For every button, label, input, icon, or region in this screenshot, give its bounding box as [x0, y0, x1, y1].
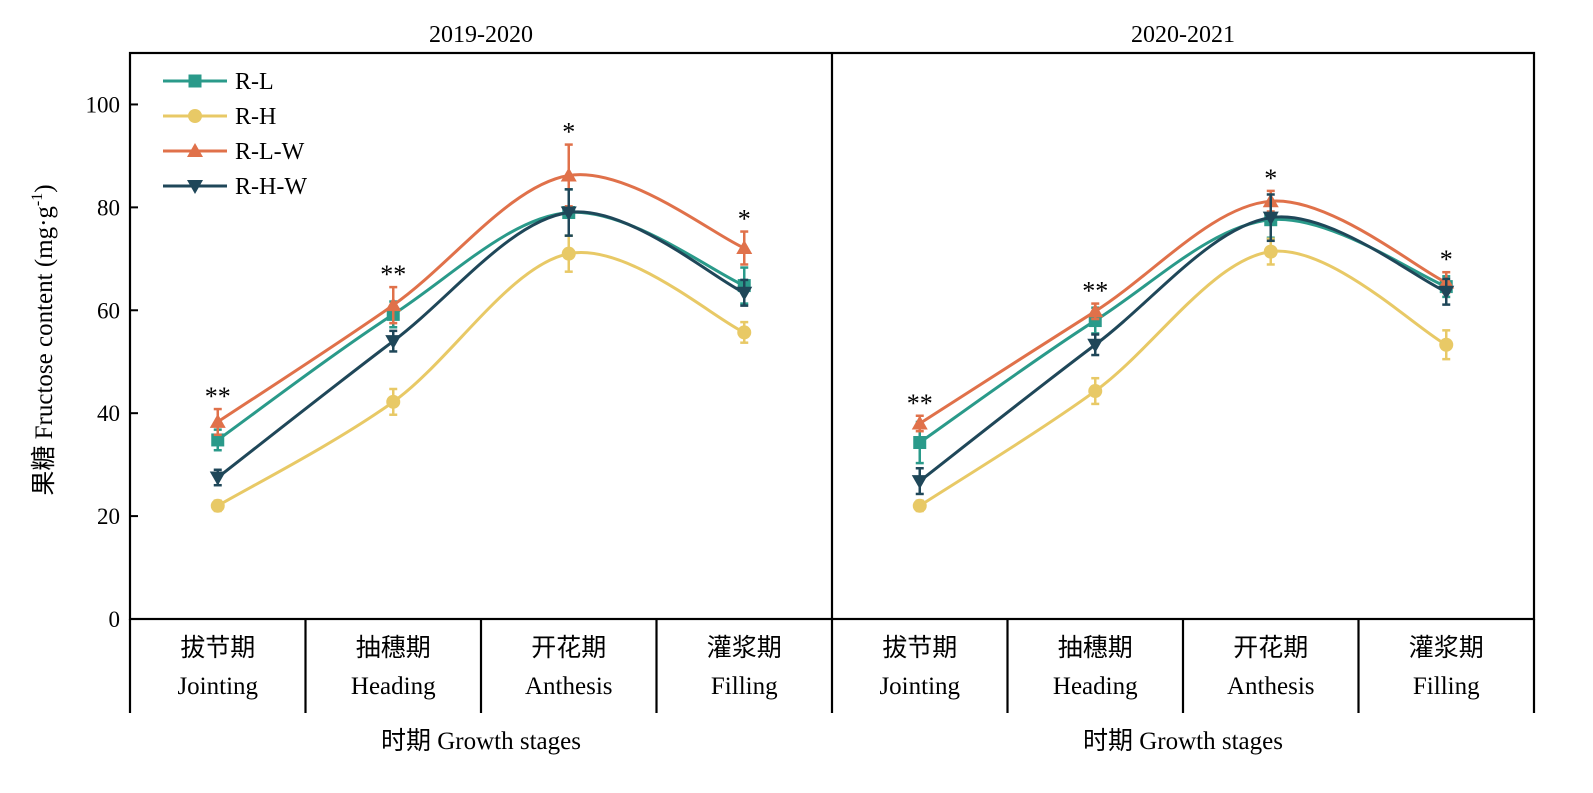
- y-tick-label: 80: [97, 195, 120, 220]
- stage-label-en: Heading: [351, 673, 436, 700]
- data-point: [1088, 384, 1103, 399]
- legend-label: R-H: [235, 104, 276, 130]
- data-point: [211, 433, 225, 447]
- significance-label: *: [1264, 164, 1277, 193]
- significance-label: **: [205, 382, 231, 411]
- stage-label-zh: 灌浆期: [707, 633, 782, 662]
- stage-label-zh: 灌浆期: [1409, 633, 1484, 662]
- text-layer: 0 20 40 60 80 100 果糖 Fructose content (mg·g-1)…: [29, 22, 1484, 755]
- stage-label-en: Jointing: [177, 673, 258, 700]
- data-point: [561, 246, 576, 261]
- y-tick-label: 20: [97, 504, 120, 529]
- y-axis-title: 果糖 Fructose content (mg·g-1): [29, 184, 58, 495]
- axes: [130, 103, 138, 620]
- data-point: [736, 286, 753, 301]
- legend-marker: [188, 109, 202, 123]
- data-point: [913, 436, 927, 450]
- series-line: [918, 249, 1447, 508]
- data-point: [209, 471, 226, 486]
- data-point: [1439, 337, 1454, 352]
- stage-label-en: Jointing: [879, 673, 960, 700]
- legend-label: R-L: [235, 69, 274, 95]
- data-point: [385, 335, 402, 350]
- data-point: [911, 475, 928, 490]
- legend-label: R-L-W: [235, 139, 305, 165]
- significance-label: *: [1440, 245, 1453, 274]
- stage-label-en: Filling: [1413, 673, 1480, 700]
- x-axis-title: 时期 Growth stages: [381, 727, 581, 755]
- stage-label-zh: 拔节期: [180, 633, 255, 662]
- data-point: [912, 498, 927, 513]
- data-point: [1263, 244, 1278, 259]
- series-line: [918, 215, 1447, 483]
- series-line: [216, 210, 745, 442]
- stage-label-en: Filling: [711, 673, 778, 700]
- stage-label-zh: 开花期: [1233, 633, 1308, 662]
- data-point: [911, 415, 928, 430]
- significance-label: *: [738, 205, 751, 234]
- y-axis-title-main: 果糖 Fructose content (mg·g: [30, 206, 58, 496]
- significance-label: **: [907, 389, 933, 418]
- stage-label-en: Heading: [1053, 673, 1138, 700]
- stage-label-zh: 拔节期: [882, 633, 957, 662]
- series-line: [216, 250, 745, 508]
- y-axis-title-superscript: -1: [29, 193, 46, 206]
- y-tick-label: 40: [97, 401, 120, 426]
- panel-data: [911, 189, 1455, 513]
- data-layer: [209, 143, 1455, 513]
- significance-label: **: [1082, 277, 1108, 306]
- data-point: [210, 498, 225, 513]
- stage-label-zh: 抽穗期: [1058, 633, 1133, 662]
- x-axis-title: 时期 Growth stages: [1083, 727, 1283, 755]
- data-point: [560, 167, 577, 182]
- panel-data: [209, 143, 753, 513]
- panel-title: 2019-2020: [429, 22, 533, 48]
- y-tick-label: 0: [109, 607, 121, 632]
- legend-label: R-H-W: [235, 174, 307, 200]
- legend-marker: [187, 180, 203, 194]
- y-axis-title-end: ): [31, 184, 58, 192]
- data-point: [209, 413, 226, 428]
- series-line: [918, 217, 1447, 444]
- y-tick-label: 100: [86, 92, 121, 117]
- data-point: [1087, 338, 1104, 353]
- y-tick-label: 60: [97, 298, 120, 323]
- legend-marker: [187, 143, 203, 157]
- legend-marker: [188, 74, 202, 88]
- chart-frame: [128, 51, 1536, 713]
- data-point: [1088, 314, 1102, 328]
- data-point: [737, 325, 752, 340]
- series-line: [216, 210, 745, 479]
- panel-title: 2020-2021: [1131, 22, 1235, 48]
- data-point: [386, 394, 401, 409]
- significance-label: *: [562, 118, 575, 147]
- stage-label-zh: 开花期: [531, 633, 606, 662]
- data-point: [385, 297, 402, 312]
- data-point: [560, 206, 577, 221]
- data-point: [1087, 303, 1104, 318]
- legend: R-L R-H R-L-W R-H-W: [163, 69, 307, 200]
- data-point: [1438, 285, 1455, 300]
- significance-label: **: [380, 260, 406, 289]
- stage-label-en: Anthesis: [525, 673, 613, 700]
- data-point: [1262, 211, 1279, 226]
- stage-label-en: Anthesis: [1227, 673, 1315, 700]
- stage-label-zh: 抽穗期: [356, 633, 431, 662]
- data-point: [736, 240, 753, 255]
- series-line: [918, 199, 1447, 425]
- series-line: [216, 173, 745, 424]
